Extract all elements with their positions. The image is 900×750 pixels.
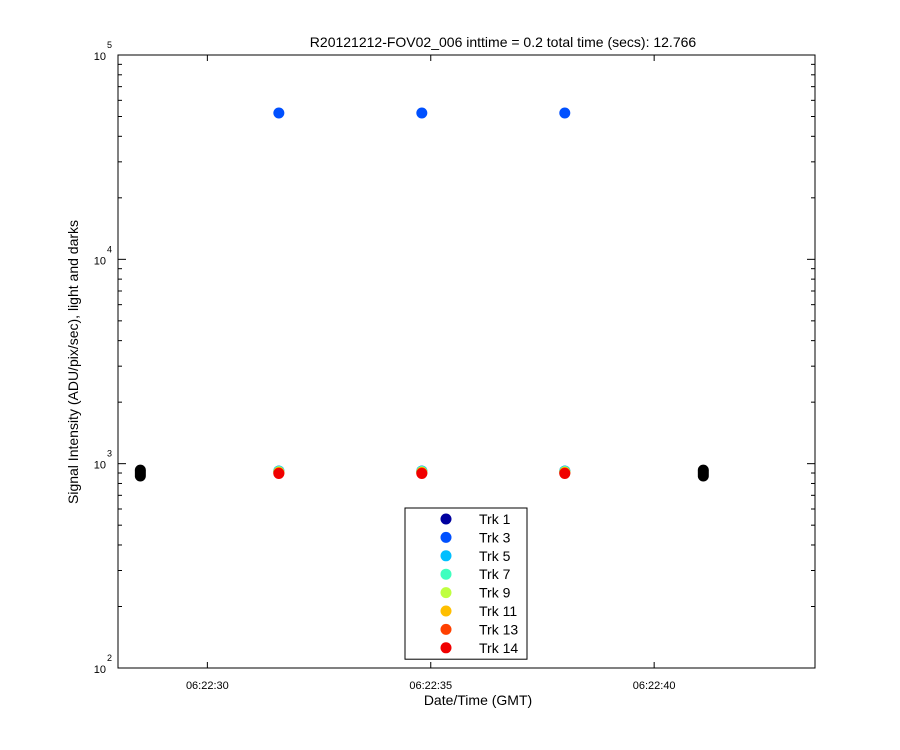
legend-marker [440,513,452,525]
legend-label: Trk 7 [479,566,511,582]
x-tick-label: 06:22:35 [409,680,452,692]
legend-label: Trk 3 [479,529,511,545]
y-tick-label-exponent: 3 [107,449,112,459]
x-tick-label: 06:22:40 [633,680,676,692]
plot-frame [117,54,816,669]
data-point-trk-1 [273,107,285,119]
legend-label: Trk 9 [479,585,511,601]
y-axis-label: Signal Intensity (ADU/pix/sec), light an… [65,220,81,504]
chart-title: R20121212-FOV02_006 inttime = 0.2 total … [310,34,697,50]
dark-point [134,464,146,476]
legend-label: Trk 14 [479,640,518,656]
data-points [134,107,709,482]
legend-marker [440,587,452,599]
y-tick-label-base: 10 [94,255,106,267]
data-point-trk-1 [559,107,571,119]
legend-marker [440,550,452,562]
legend-label: Trk 13 [479,621,518,637]
legend-marker [440,623,452,635]
y-tick-label-base: 10 [94,664,106,676]
y-tick-label-exponent: 2 [107,653,112,663]
legend-marker [440,568,452,580]
legend-marker [440,605,452,617]
data-point-trk-7 [416,468,428,480]
y-tick-label-base: 10 [94,51,106,63]
data-point-trk-7 [273,468,285,480]
legend-marker [440,531,452,543]
y-tick-label-exponent: 5 [107,40,112,50]
x-tick-label: 06:22:30 [186,680,229,692]
data-point-trk-7 [559,468,571,480]
legend-box [404,507,528,660]
legend-label: Trk 1 [479,511,511,527]
legend-marker [440,642,452,654]
legend-label: Trk 11 [479,603,517,619]
legend-label: Trk 5 [479,548,511,564]
x-axis-label: Date/Time (GMT) [424,692,532,708]
data-point-trk-1 [416,107,428,119]
y-tick-label-exponent: 4 [107,244,112,254]
dark-point [697,464,709,476]
legend: Trk 1 Trk 3 Trk 5 Trk 7 Trk 9 Trk 11 Trk 13 Trk… [404,507,528,660]
y-tick-label-base: 10 [94,460,106,472]
